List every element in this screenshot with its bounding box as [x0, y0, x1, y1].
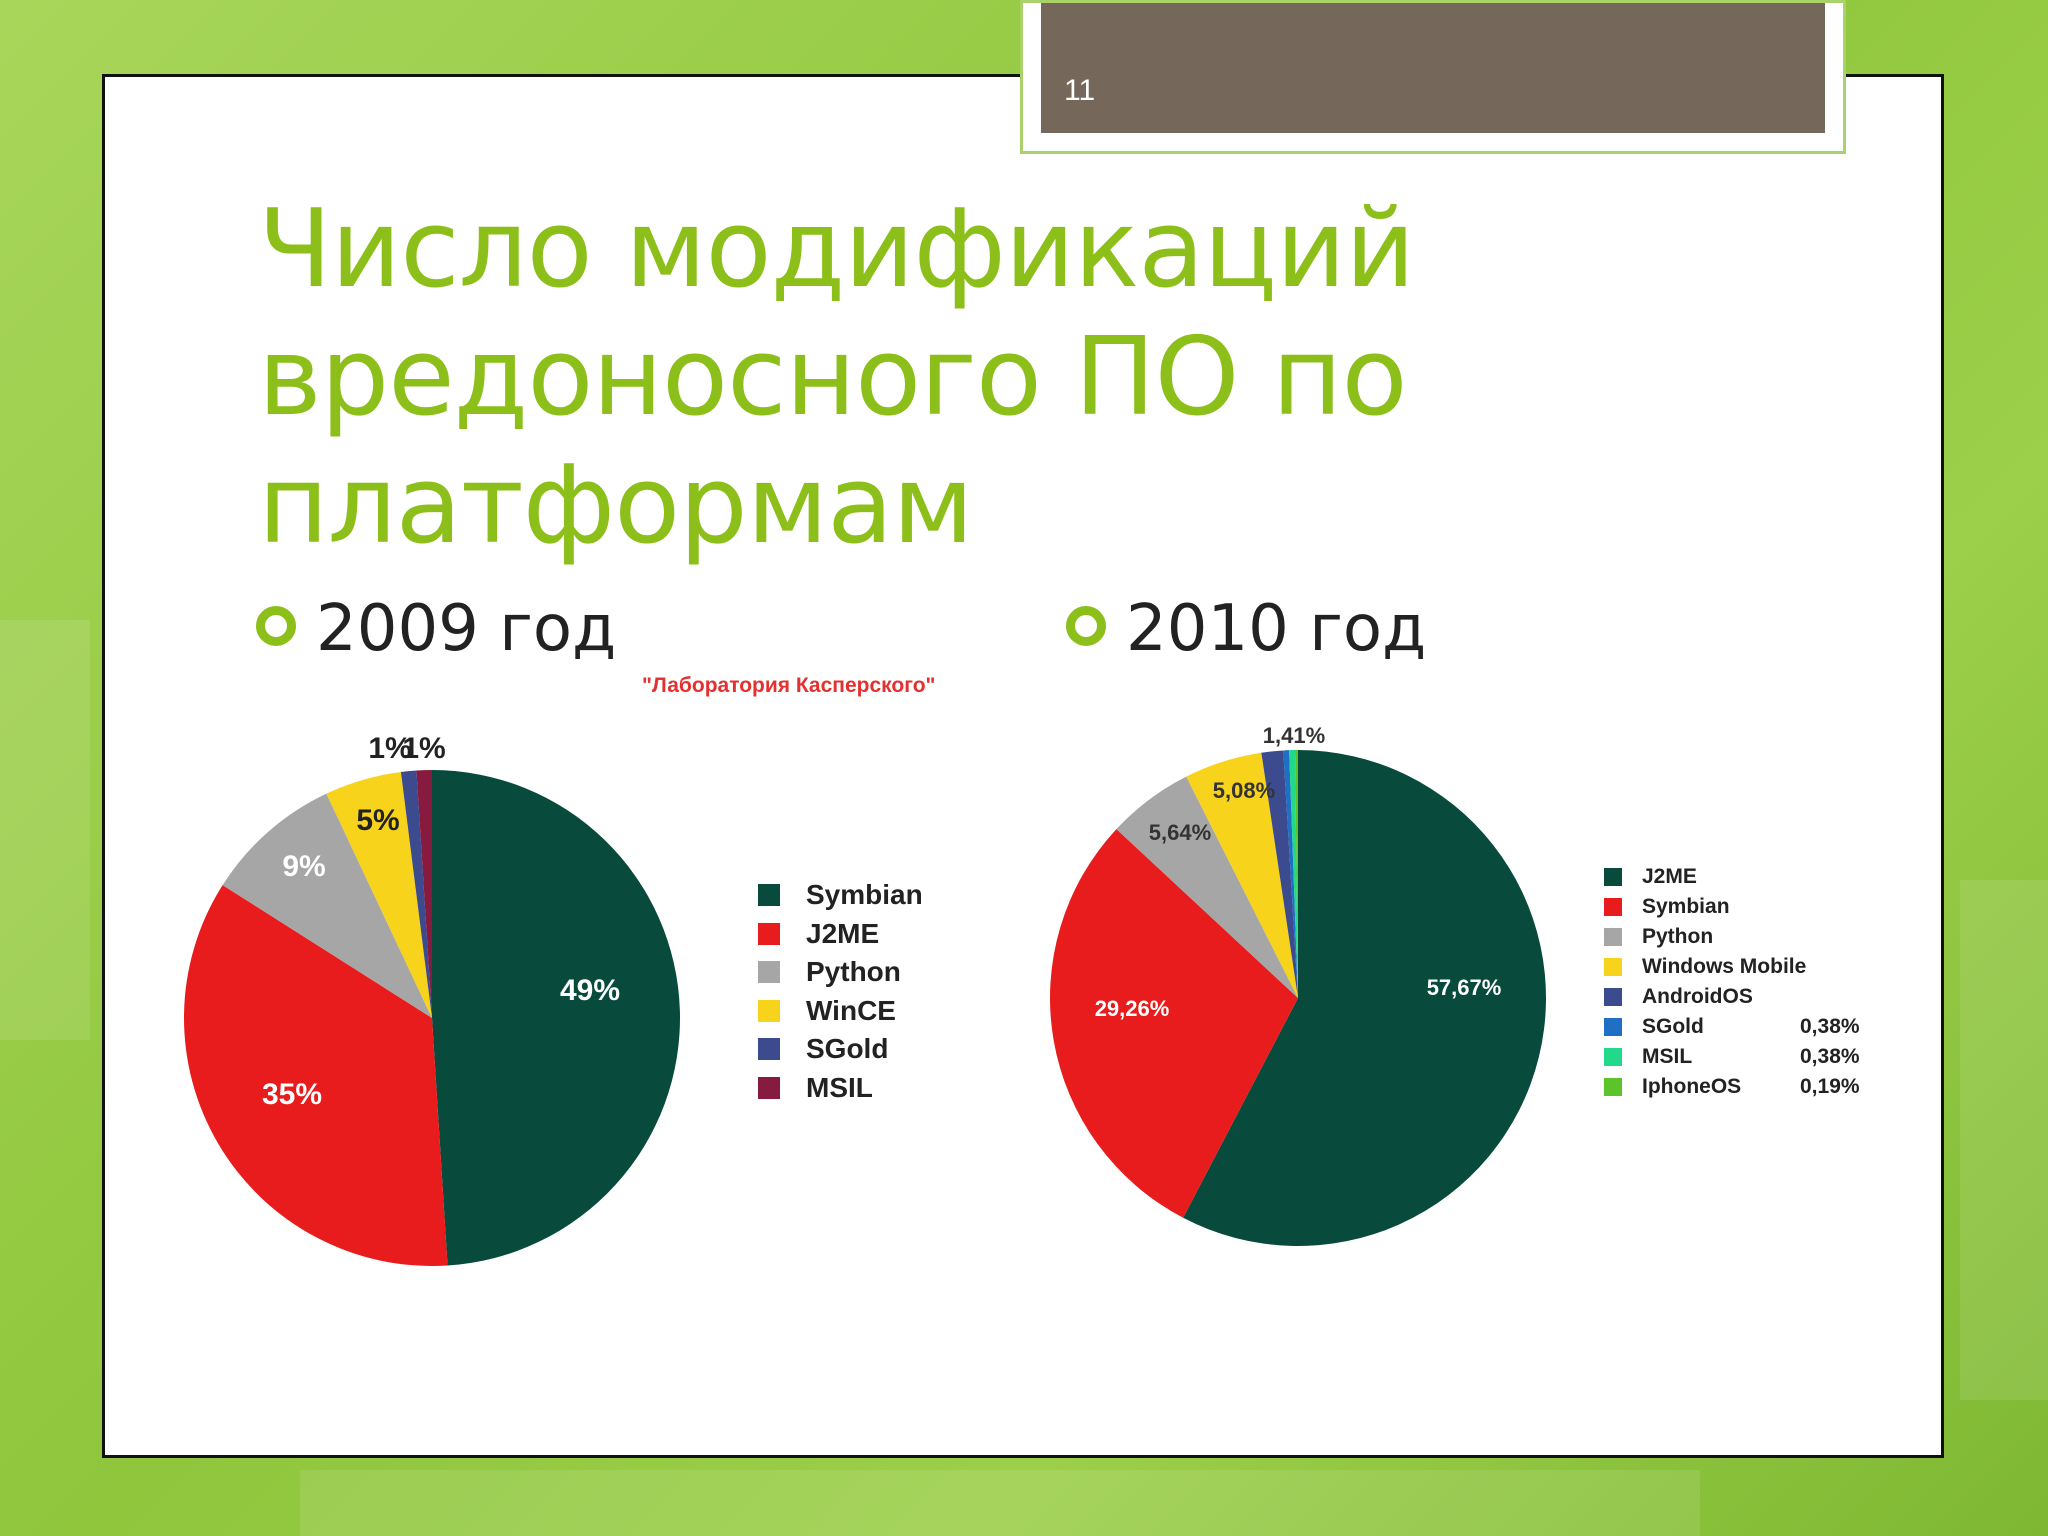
legend-label: WinCE [806, 994, 896, 1026]
legend-item-msil: MSIL [758, 1069, 923, 1108]
legend-label: Symbian [1642, 895, 1730, 918]
legend-label: Python [806, 956, 901, 987]
pie-slice-symbian [1050, 829, 1298, 1218]
legend-swatch [1604, 868, 1622, 886]
legend-swatch [758, 884, 780, 907]
legend-label: IphoneOS [1642, 1075, 1742, 1098]
bullet-2009: 2009 год [256, 592, 616, 666]
legend-swatch [758, 1038, 780, 1061]
pie-slice-wince [326, 771, 432, 1018]
legend-label: Symbian [806, 879, 923, 910]
legend-item-j2me: J2ME [758, 915, 923, 954]
background-shape [300, 1470, 1700, 1536]
legend-label: AndroidOS [1642, 985, 1753, 1008]
data-label-msil: 1% [402, 732, 445, 765]
data-label-symbian: 49% [560, 974, 620, 1007]
legend-label: MSIL [806, 1071, 873, 1103]
legend-label: MSIL [1642, 1045, 1693, 1068]
pie-slice-j2me [1183, 750, 1547, 1246]
legend-swatch [1604, 928, 1622, 946]
legend-value: 0,38% [1800, 1015, 1860, 1038]
slide-title: Число модификаций вредоносного ПО по пла… [258, 187, 1415, 568]
legend-value: 0,19% [1800, 1075, 1860, 1098]
legend-swatch [1604, 1078, 1622, 1096]
slide-number-box [1020, 0, 1846, 154]
bullet-icon [256, 606, 296, 647]
legend-item-symbian: Symbian [758, 876, 923, 915]
pie-slice-msil [1289, 750, 1298, 998]
data-label-j2me: 35% [262, 1078, 322, 1111]
legend-item-python: Python [758, 953, 923, 992]
legend-2010: J2ME Symbian Python Windows Mobile AndroidOS… [1604, 862, 1860, 1102]
data-label-python: 5,64% [1149, 820, 1211, 845]
background-shape [1960, 880, 2048, 1400]
pie-slice-j2me [183, 885, 448, 1266]
bullet-2010: 2010 год [1066, 592, 1426, 666]
legend-item-iphoneos: IphoneOS 0,19% [1604, 1072, 1860, 1102]
data-label-sgold: 1% [368, 732, 411, 765]
legend-item-sgold: SGold [758, 1030, 923, 1069]
legend-value: 0,38% [1800, 1045, 1860, 1068]
legend-2009: Symbian J2ME Python WinCE SGold MSIL [758, 876, 923, 1107]
pie-slice-python [222, 793, 432, 1018]
pie-slice-symbian [432, 770, 680, 1266]
legend-item-wince: WinCE [758, 992, 923, 1031]
legend-label: SGold [806, 1033, 889, 1064]
legend-swatch [1604, 898, 1622, 916]
data-label-windows-mobile: 5,08% [1213, 778, 1275, 803]
pie-slice-sgold [400, 770, 432, 1018]
legend-swatch [1604, 988, 1622, 1006]
legend-label: Python [1642, 925, 1714, 948]
legend-item-windows-mobile: Windows Mobile [1604, 952, 1806, 982]
legend-label: SGold [1642, 1015, 1704, 1038]
bullet-2009-text: 2009 год [316, 592, 617, 666]
legend-swatch [758, 1076, 780, 1099]
pie-slice-sgold [1283, 750, 1298, 998]
data-label-androidos: 1,41% [1263, 723, 1325, 748]
pie-slice-python [1116, 776, 1298, 998]
legend-label: J2ME [806, 917, 880, 949]
bullet-icon [1066, 606, 1106, 647]
data-label-wince: 5% [356, 804, 399, 837]
legend-item-python: Python [1604, 922, 1806, 952]
data-label-symbian: 29,26% [1095, 996, 1170, 1021]
legend-item-symbian: Symbian [1604, 892, 1806, 922]
pie-slice-iphoneos [1295, 750, 1298, 998]
legend-item-j2me: J2ME [1604, 862, 1806, 892]
pie-slice-msil [416, 770, 432, 1018]
bullet-2010-text: 2010 год [1126, 592, 1427, 666]
background-shape [0, 620, 90, 1040]
data-label-python: 9% [282, 850, 325, 883]
legend-swatch [1604, 1018, 1622, 1036]
pie-slice-androidos [1261, 750, 1298, 998]
legend-swatch [758, 999, 780, 1022]
data-label-j2me: 57,67% [1427, 975, 1502, 1000]
legend-item-androidos: AndroidOS [1604, 982, 1806, 1012]
legend-label: Windows Mobile [1642, 955, 1807, 978]
legend-label: J2ME [1642, 865, 1697, 888]
source-label: "Лаборатория Касперского" [642, 674, 936, 697]
legend-swatch [1604, 1048, 1622, 1066]
legend-item-sgold: SGold 0,38% [1604, 1012, 1860, 1042]
pie-slice-windows-mobile [1186, 752, 1298, 998]
slide-number: 11 [1064, 74, 1096, 107]
legend-swatch [758, 922, 780, 945]
legend-swatch [758, 961, 780, 984]
legend-swatch [1604, 958, 1622, 976]
legend-item-msil: MSIL 0,38% [1604, 1042, 1860, 1072]
